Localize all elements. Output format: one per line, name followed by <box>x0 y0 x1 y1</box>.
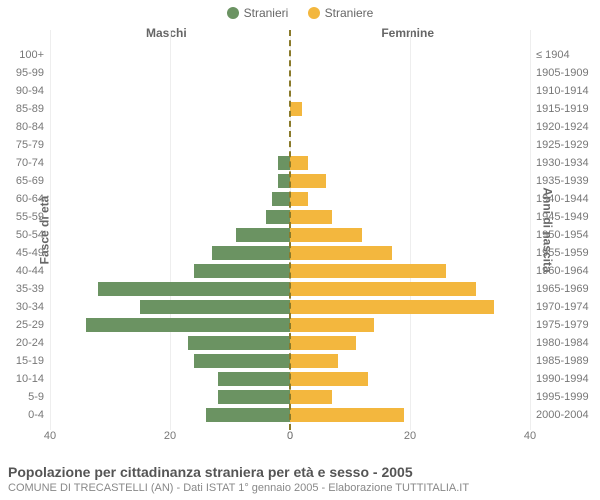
birth-label: 2000-2004 <box>536 406 589 424</box>
age-label: 75-79 <box>16 136 44 154</box>
male-title: Maschi <box>146 26 187 40</box>
grid-line <box>530 30 531 430</box>
x-tick: 0 <box>287 430 293 442</box>
age-label: 45-49 <box>16 244 44 262</box>
legend-swatch-male <box>227 7 239 19</box>
birth-label: 1940-1944 <box>536 190 589 208</box>
age-label: 70-74 <box>16 154 44 172</box>
pyramid-chart: Stranieri Straniere Maschi Femmine Fasce… <box>0 0 600 500</box>
bar-female <box>290 354 338 368</box>
age-label: 65-69 <box>16 172 44 190</box>
birth-label: 1910-1914 <box>536 82 589 100</box>
bar-female <box>290 282 476 296</box>
birth-label: 1990-1994 <box>536 370 589 388</box>
bar-female <box>290 300 494 314</box>
legend: Stranieri Straniere <box>0 0 600 22</box>
bar-male <box>212 246 290 260</box>
bar-female <box>290 390 332 404</box>
birth-label: 1930-1934 <box>536 154 589 172</box>
age-label: 90-94 <box>16 82 44 100</box>
birth-label: 1965-1969 <box>536 280 589 298</box>
plot-area: Maschi Femmine Fasce di età Anni di nasc… <box>50 30 530 430</box>
x-axis: 4020002040 <box>50 430 530 450</box>
bar-female <box>290 210 332 224</box>
bar-female <box>290 336 356 350</box>
bar-female <box>290 246 392 260</box>
bar-female <box>290 192 308 206</box>
age-label: 60-64 <box>16 190 44 208</box>
birth-label: 1945-1949 <box>536 208 589 226</box>
birth-label: 1950-1954 <box>536 226 589 244</box>
bar-male <box>98 282 290 296</box>
birth-label: 1915-1919 <box>536 100 589 118</box>
legend-label-female: Straniere <box>325 6 374 20</box>
female-title: Femmine <box>381 26 434 40</box>
birth-label: 1905-1909 <box>536 64 589 82</box>
bar-female <box>290 174 326 188</box>
age-label: 15-19 <box>16 352 44 370</box>
bar-male <box>194 264 290 278</box>
age-label: 30-34 <box>16 298 44 316</box>
bar-female <box>290 156 308 170</box>
bar-male <box>272 192 290 206</box>
birth-label: 1995-1999 <box>536 388 589 406</box>
bar-female <box>290 228 362 242</box>
age-label: 80-84 <box>16 118 44 136</box>
chart-title: Popolazione per cittadinanza straniera p… <box>8 464 592 480</box>
bar-male <box>206 408 290 422</box>
birth-label: 1980-1984 <box>536 334 589 352</box>
age-label: 100+ <box>19 46 44 64</box>
bar-male <box>236 228 290 242</box>
birth-label: 1955-1959 <box>536 244 589 262</box>
legend-swatch-female <box>308 7 320 19</box>
age-label: 35-39 <box>16 280 44 298</box>
age-label: 55-59 <box>16 208 44 226</box>
footer: Popolazione per cittadinanza straniera p… <box>8 464 592 494</box>
bar-male <box>218 390 290 404</box>
x-tick: 40 <box>524 430 536 442</box>
age-label: 0-4 <box>28 406 44 424</box>
bar-female <box>290 372 368 386</box>
x-tick: 40 <box>44 430 56 442</box>
center-line <box>289 30 291 430</box>
age-label: 95-99 <box>16 64 44 82</box>
x-tick: 20 <box>404 430 416 442</box>
birth-label: 1925-1929 <box>536 136 589 154</box>
bar-male <box>218 372 290 386</box>
bar-male <box>86 318 290 332</box>
birth-label: 1960-1964 <box>536 262 589 280</box>
birth-label: ≤ 1904 <box>536 46 570 64</box>
birth-label: 1975-1979 <box>536 316 589 334</box>
legend-male: Stranieri <box>227 6 289 20</box>
age-label: 50-54 <box>16 226 44 244</box>
birth-label: 1935-1939 <box>536 172 589 190</box>
age-label: 85-89 <box>16 100 44 118</box>
birth-label: 1920-1924 <box>536 118 589 136</box>
bar-female <box>290 318 374 332</box>
x-tick: 20 <box>164 430 176 442</box>
age-label: 25-29 <box>16 316 44 334</box>
bar-male <box>140 300 290 314</box>
age-label: 10-14 <box>16 370 44 388</box>
legend-female: Straniere <box>308 6 374 20</box>
age-label: 20-24 <box>16 334 44 352</box>
bar-male <box>194 354 290 368</box>
bar-female <box>290 408 404 422</box>
birth-label: 1970-1974 <box>536 298 589 316</box>
age-label: 5-9 <box>28 388 44 406</box>
chart-subtitle: COMUNE DI TRECASTELLI (AN) - Dati ISTAT … <box>8 482 592 494</box>
bar-female <box>290 102 302 116</box>
bar-male <box>188 336 290 350</box>
bar-female <box>290 264 446 278</box>
age-label: 40-44 <box>16 262 44 280</box>
birth-label: 1985-1989 <box>536 352 589 370</box>
legend-label-male: Stranieri <box>244 6 289 20</box>
bar-male <box>266 210 290 224</box>
